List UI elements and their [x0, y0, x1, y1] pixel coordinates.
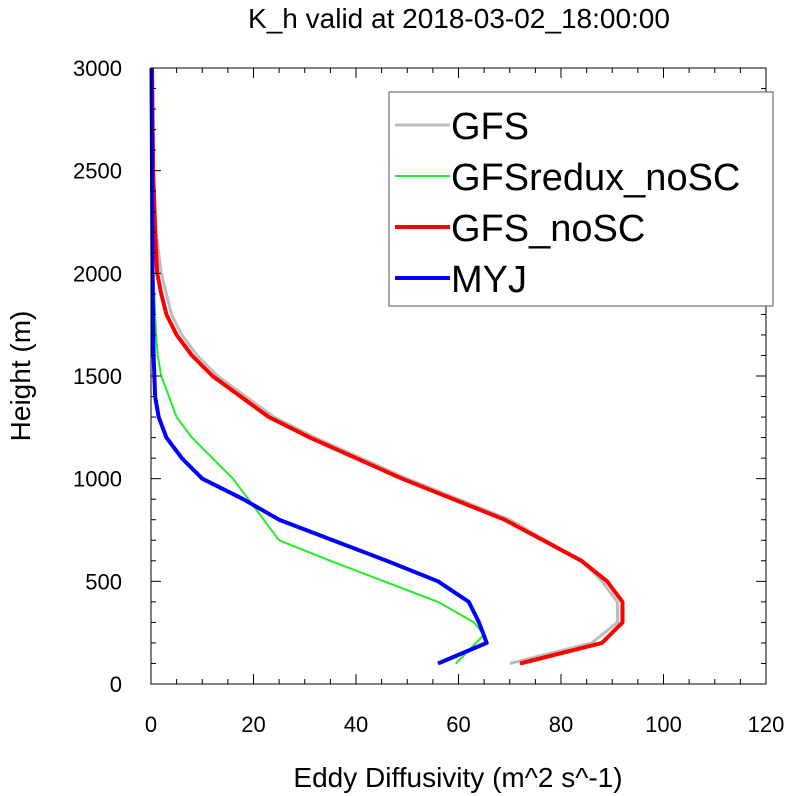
legend-box [388, 91, 774, 307]
tick-layer: 0 20 40 60 80 100 120 0 500 1000 1500 2000 2500 3000 [73, 56, 784, 737]
series-line-myj [149, 67, 489, 666]
x-tick-label: 120 [748, 712, 785, 737]
y-tick-label: 2000 [73, 261, 122, 286]
series-lines [149, 67, 625, 666]
chart-title: K_h valid at 2018-03-02_18:00:00 [248, 3, 670, 34]
x-tick-label: 40 [344, 712, 368, 737]
x-tick-label: 80 [549, 712, 573, 737]
y-tick-label: 500 [85, 569, 122, 594]
x-tick-label: 0 [145, 712, 157, 737]
x-tick-label: 20 [241, 712, 265, 737]
y-tick-label: 0 [110, 672, 122, 697]
legend-label: GFS [451, 106, 529, 148]
x-tick-label: 100 [645, 712, 682, 737]
y-tick-label: 1500 [73, 364, 122, 389]
series-line-gfs [151, 67, 619, 665]
x-axis-label: Eddy Diffusivity (m^2 s^-1) [293, 762, 622, 793]
x-tick-label: 60 [446, 712, 470, 737]
y-tick-label: 3000 [73, 56, 122, 81]
y-axis-label: Height (m) [5, 311, 36, 442]
legend-label: GFSredux_noSC [451, 157, 740, 199]
y-tick-label: 2500 [73, 159, 122, 184]
legend-label: MYJ [451, 259, 527, 301]
legend-label: GFS_noSC [451, 208, 645, 250]
legend: GFS GFSredux_noSC GFS_noSC MYJ [388, 91, 774, 307]
y-tick-label: 1000 [73, 467, 122, 492]
